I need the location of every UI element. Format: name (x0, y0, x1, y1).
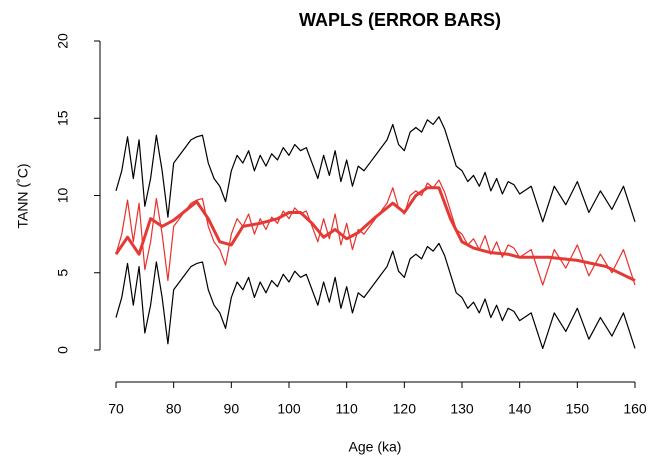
series-line (115, 179, 636, 286)
x-tick-label: 120 (393, 401, 417, 417)
y-tick-label: 5 (55, 269, 71, 277)
x-tick-label: 150 (566, 401, 590, 417)
x-tick-label: 70 (108, 401, 124, 417)
y-tick-label: 20 (55, 33, 71, 49)
y-tick-label: 10 (55, 188, 71, 204)
y-tick-label: 0 (55, 346, 71, 354)
x-tick-label: 140 (508, 401, 532, 417)
x-tick-label: 130 (450, 401, 474, 417)
chart-title: WAPLS (ERROR BARS) (299, 10, 501, 30)
y-tick-label: 15 (55, 110, 71, 126)
x-tick-label: 80 (166, 401, 182, 417)
x-tick-label: 90 (224, 401, 240, 417)
x-tick-label: 100 (277, 401, 301, 417)
series-line (115, 116, 636, 223)
series-line (114, 186, 636, 282)
x-tick-label: 160 (623, 401, 647, 417)
y-axis-label: TANN (˚C) (15, 163, 31, 228)
x-tick-label: 110 (336, 401, 359, 417)
series-line (115, 242, 636, 350)
x-axis-label: Age (ka) (349, 439, 402, 455)
